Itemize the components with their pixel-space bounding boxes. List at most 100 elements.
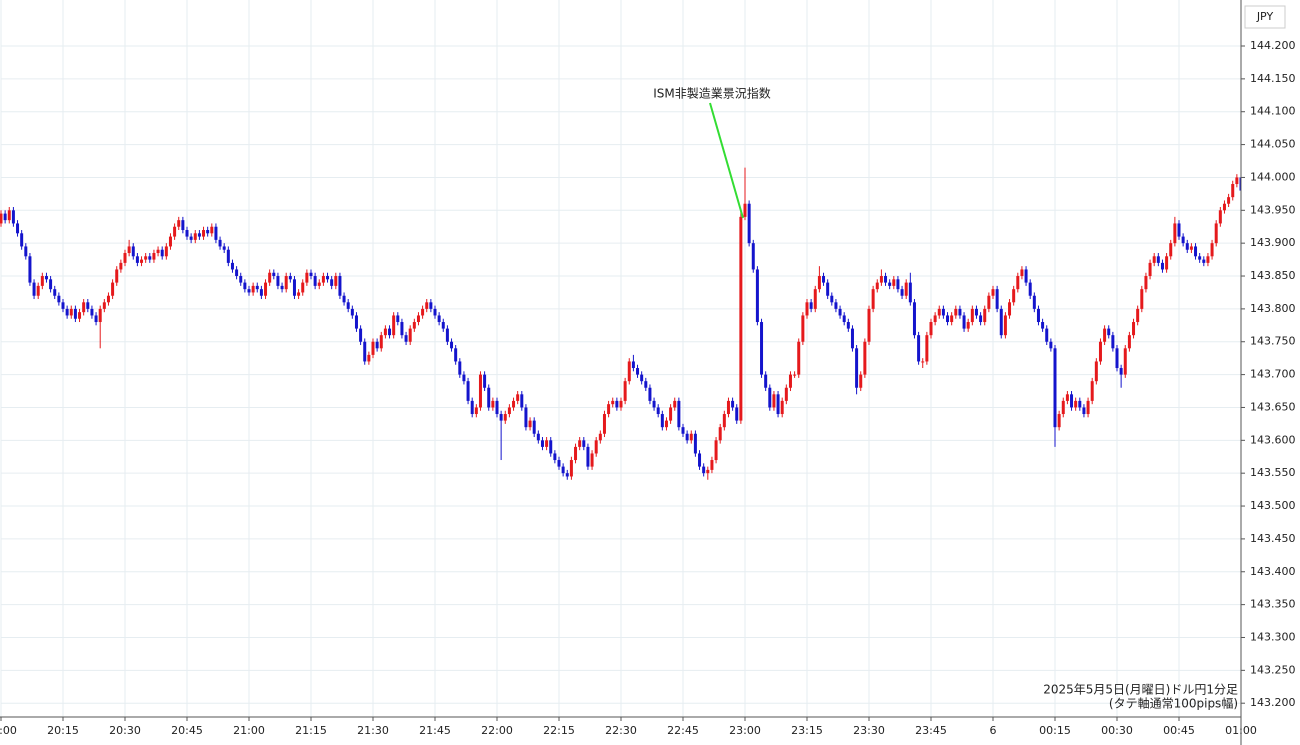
- candle-body: [156, 249, 160, 254]
- candle-body: [532, 420, 536, 434]
- candle-body: [462, 374, 466, 382]
- candle-body: [627, 361, 631, 382]
- candle-body: [970, 308, 974, 323]
- x-tick-label: 21:15: [295, 724, 327, 737]
- candle-body: [313, 276, 317, 286]
- candle-body: [404, 335, 408, 342]
- y-tick-label: 144.050: [1250, 138, 1296, 151]
- candle-body: [1152, 256, 1156, 263]
- candle-body: [400, 322, 404, 336]
- candle-body: [594, 440, 598, 454]
- candle-body: [731, 400, 735, 408]
- candle-body: [607, 404, 611, 415]
- x-tick-label: 20:45: [171, 724, 203, 737]
- candle-body: [784, 387, 788, 401]
- x-tick-label: 00:45: [1163, 724, 1195, 737]
- candle-body: [1185, 243, 1189, 250]
- candle-body: [1231, 184, 1235, 198]
- candle-body: [503, 414, 507, 421]
- candle-body: [98, 308, 102, 323]
- candle-body: [892, 279, 896, 286]
- candle-body: [1107, 328, 1111, 336]
- candle-body: [119, 262, 123, 270]
- candle-body: [995, 289, 999, 309]
- candle-body: [1181, 236, 1185, 244]
- candle-body: [908, 282, 912, 303]
- candle-body: [726, 400, 730, 415]
- candle-body: [1036, 308, 1040, 323]
- candle-body: [615, 400, 619, 408]
- y-tick-label: 144.100: [1250, 105, 1296, 118]
- candle-body: [1194, 246, 1198, 257]
- candle-body: [458, 361, 462, 375]
- y-tick-label: 143.850: [1250, 269, 1296, 282]
- y-axis-label: JPY: [1256, 10, 1274, 23]
- candle-body: [247, 289, 251, 293]
- candle-body: [743, 203, 747, 217]
- candle-body: [202, 230, 206, 237]
- candle-body: [623, 381, 627, 401]
- candle-body: [239, 276, 243, 283]
- candle-body: [466, 381, 470, 401]
- candle-body: [937, 308, 941, 316]
- candle-body: [755, 269, 759, 323]
- candle-body: [86, 302, 90, 309]
- candle-body: [574, 446, 578, 461]
- candle-body: [780, 400, 784, 415]
- candle-body: [867, 308, 871, 342]
- candle-body: [1119, 368, 1123, 375]
- candle-body: [722, 414, 726, 428]
- candle-body: [1210, 243, 1214, 257]
- candle-body: [660, 414, 664, 428]
- candle-body: [863, 341, 867, 375]
- candle-body: [1206, 256, 1210, 263]
- candle-body: [437, 315, 441, 323]
- candle-body: [1140, 289, 1144, 309]
- x-tick-label: 20:00: [0, 724, 17, 737]
- candle-body: [652, 400, 656, 408]
- candle-body: [499, 414, 503, 421]
- candle-body: [1057, 414, 1061, 428]
- candle-body: [578, 440, 582, 447]
- candle-body: [1086, 400, 1090, 415]
- candle-body: [520, 394, 524, 408]
- candle-body: [540, 440, 544, 447]
- candle-body: [764, 374, 768, 388]
- candle-body: [7, 210, 11, 221]
- candle-body: [801, 315, 805, 342]
- candle-body: [78, 312, 82, 319]
- note: 2025年5月5日(月曜日)ドル円1分足: [1043, 683, 1238, 697]
- candle-body: [834, 302, 838, 309]
- candle-body: [454, 348, 458, 362]
- candle-body: [598, 433, 602, 441]
- candle-body: [222, 246, 226, 250]
- candle-body: [805, 302, 809, 316]
- candle-body: [549, 440, 553, 454]
- candle-body: [73, 308, 77, 319]
- candle-body: [1090, 381, 1094, 401]
- candle-body: [631, 361, 635, 369]
- candle-body: [0, 213, 3, 224]
- candle-body: [987, 295, 991, 309]
- candle-body: [1160, 262, 1164, 270]
- candle-body: [375, 341, 379, 349]
- candle-body: [656, 407, 660, 415]
- candle-body: [280, 285, 284, 290]
- candle-body: [317, 282, 321, 286]
- y-tick-label: 143.950: [1250, 203, 1296, 216]
- y-tick-label: 143.400: [1250, 565, 1296, 578]
- candle-body: [553, 453, 557, 461]
- candle-body: [3, 213, 7, 221]
- x-tick-label: 22:00: [481, 724, 513, 737]
- candle-body: [950, 315, 954, 323]
- candle-body: [875, 282, 879, 290]
- y-tick-label: 143.600: [1250, 433, 1296, 446]
- candle-body: [830, 295, 834, 303]
- candle-body: [842, 315, 846, 323]
- candle-body: [330, 279, 334, 286]
- candle-body: [483, 374, 487, 388]
- candle-body: [718, 427, 722, 441]
- candle-body: [974, 308, 978, 316]
- candle-body: [1169, 243, 1173, 257]
- candle-body: [135, 256, 139, 263]
